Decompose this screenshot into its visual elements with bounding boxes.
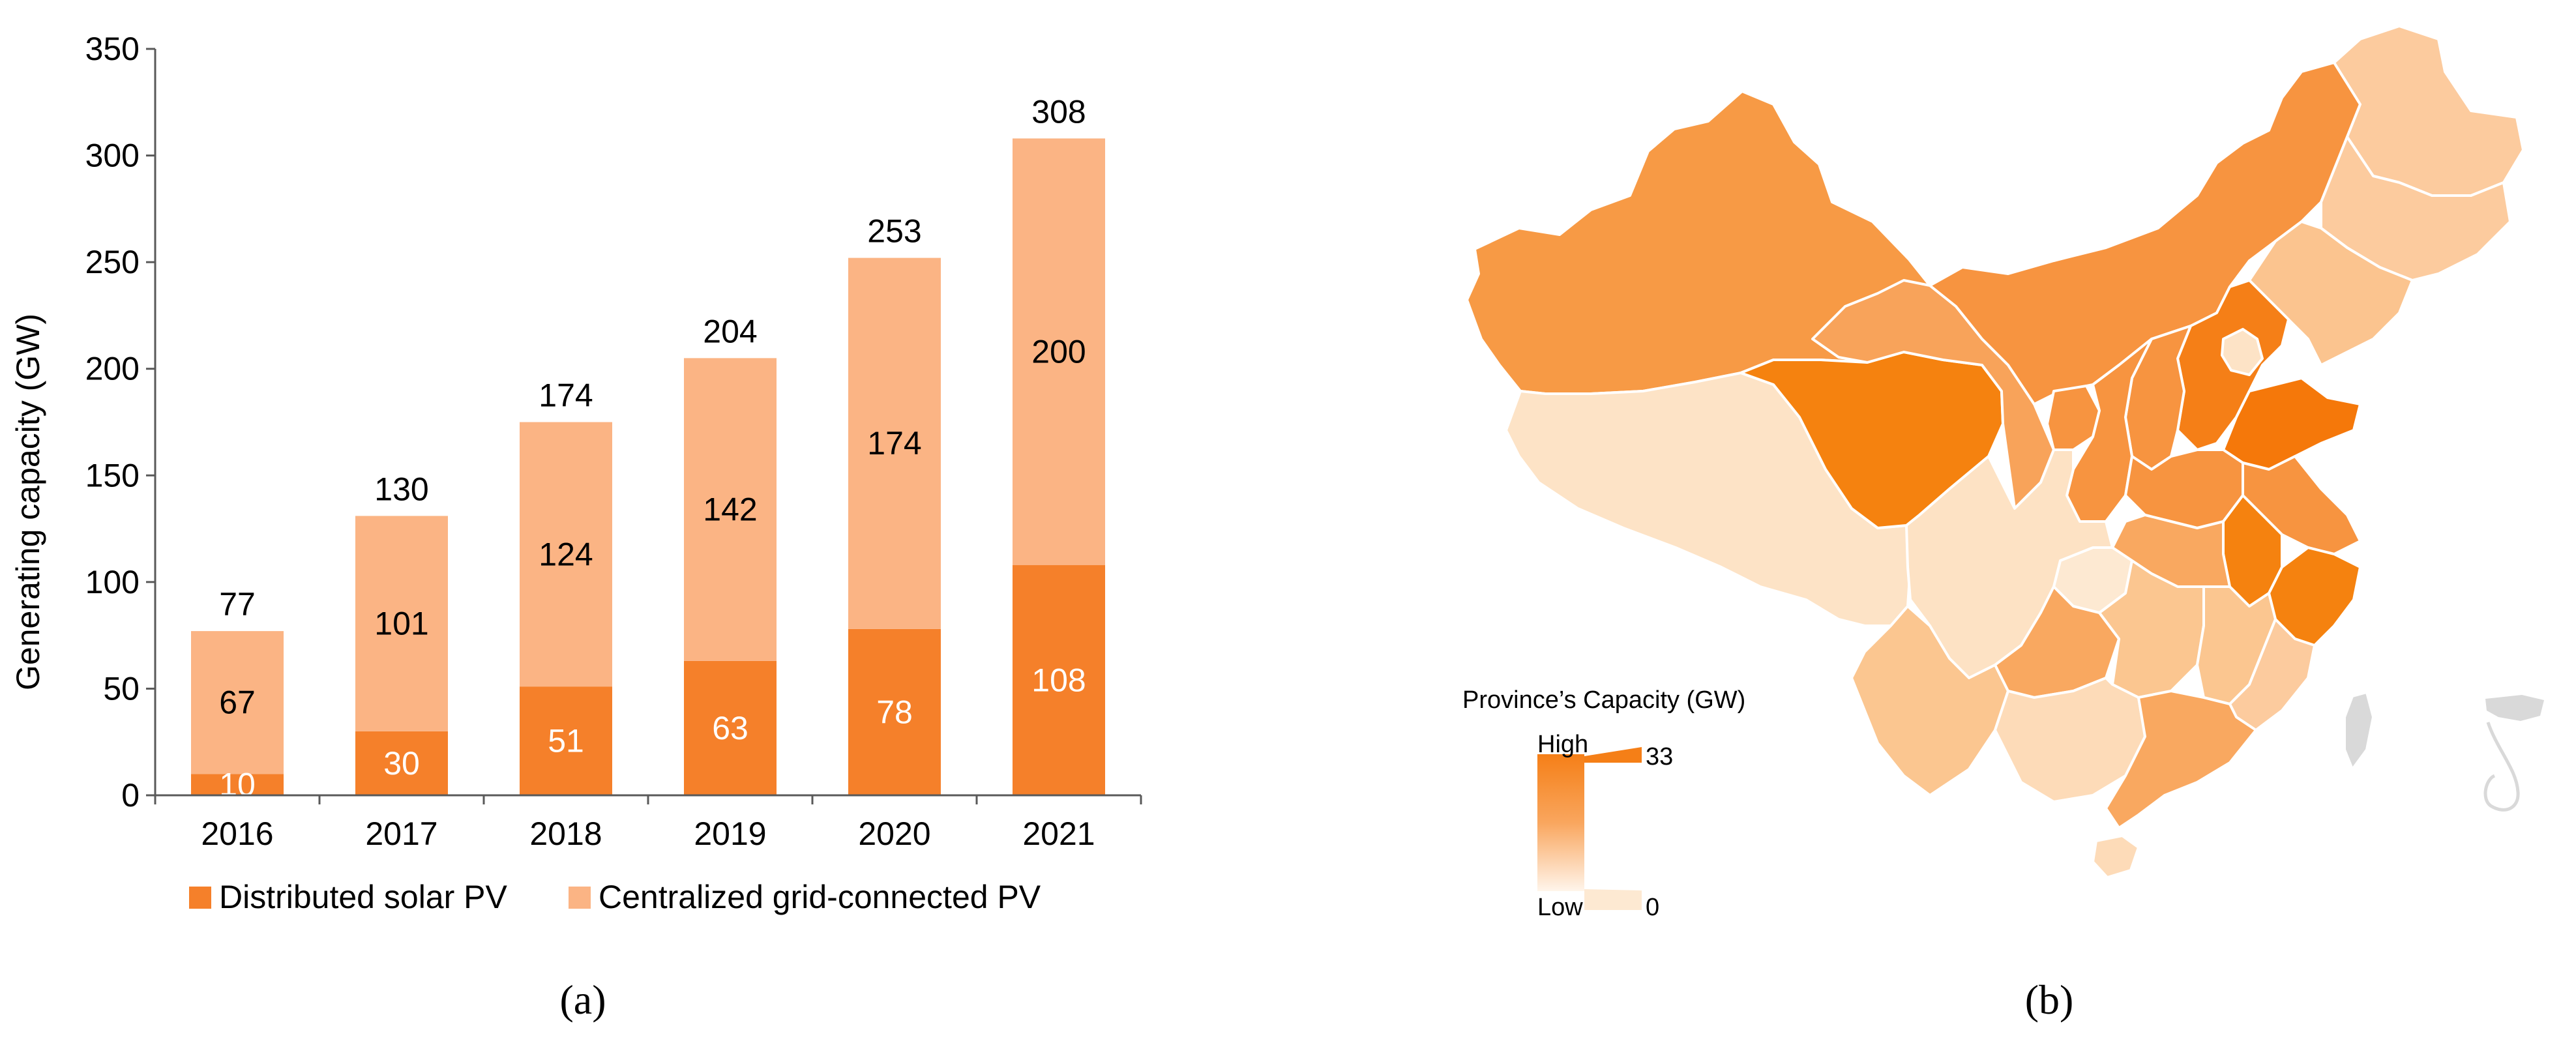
stacked-bar-chart: 10 67 77 30 101 130 51 124 174 63 142 204 78 174 253 10… <box>10 31 1142 1023</box>
bar-distributed <box>848 628 941 795</box>
legend-label-centralized: Centralized grid-connected PV <box>599 879 1041 915</box>
province-beijing-tianjin <box>2221 328 2264 376</box>
bar-centralized <box>355 516 448 731</box>
bar-centralized <box>1013 138 1105 565</box>
province-guangdong <box>2105 690 2257 829</box>
data-label-distributed: 63 <box>712 710 748 746</box>
data-label-centralized: 67 <box>219 684 256 721</box>
data-label-centralized: 142 <box>703 492 757 528</box>
data-label-centralized: 101 <box>374 606 428 642</box>
data-label-distributed: 10 <box>219 767 256 803</box>
y-tick-label: 350 <box>85 31 140 67</box>
data-label-total: 308 <box>1031 93 1086 130</box>
inset-boundary <box>2483 722 2520 812</box>
legend-max-value: 33 <box>1646 743 1673 771</box>
legend-high-label: High <box>1537 731 1588 758</box>
bar-distributed <box>1013 565 1105 795</box>
bar-distributed <box>191 774 284 795</box>
y-tick-label: 100 <box>85 564 140 600</box>
south-china-sea-inset <box>2483 695 2544 812</box>
china-province-capacity-map <box>1466 25 2544 879</box>
data-label-distributed: 108 <box>1031 662 1086 698</box>
data-label-distributed: 78 <box>876 694 913 730</box>
data-label-centralized: 124 <box>539 536 593 572</box>
data-label-total: 204 <box>703 313 757 349</box>
data-label-distributed: 30 <box>383 745 420 782</box>
y-tick-label: 200 <box>85 351 140 387</box>
legend-swatch-centralized <box>569 887 591 909</box>
data-label-distributed: 51 <box>548 723 584 759</box>
bars-layer <box>191 138 1105 795</box>
province-ningxia <box>2046 385 2101 451</box>
data-label-total: 130 <box>374 471 428 507</box>
bar-centralized <box>520 422 612 687</box>
x-tick-label: 2017 <box>365 815 437 852</box>
x-tick-label: 2021 <box>1022 815 1095 852</box>
data-label-centralized: 200 <box>1031 334 1086 370</box>
inset-land <box>2485 695 2544 721</box>
bar-centralized <box>848 257 941 629</box>
legend-label-distributed: Distributed solar PV <box>219 879 507 915</box>
bar-distributed <box>520 686 612 795</box>
legend-low-label: Low <box>1537 894 1583 921</box>
bar-centralized <box>684 358 777 661</box>
bar-centralized <box>191 631 284 774</box>
y-tick-label: 150 <box>85 457 140 493</box>
map-legend: Province’s Capacity (GW) High Low 33 0 <box>1462 686 1745 921</box>
x-tick-label: 2019 <box>694 815 766 852</box>
province-taiwan <box>2343 691 2375 771</box>
legend-min-value: 0 <box>1646 894 1659 921</box>
y-axis: 0 50 100 150 200 250 300 350 <box>85 31 156 814</box>
map-legend-title: Province’s Capacity (GW) <box>1462 686 1745 714</box>
data-labels-layer: 10 67 77 30 101 130 51 124 174 63 142 204 78 174 253 10… <box>219 93 1086 802</box>
legend-color-gradient <box>1537 754 1584 891</box>
x-tick-label: 2016 <box>201 815 273 852</box>
y-axis-label: Generating capacity (GW) <box>10 314 46 690</box>
province-yunnan <box>1850 605 2009 797</box>
y-tick-label: 250 <box>85 244 140 280</box>
data-label-centralized: 174 <box>867 425 921 462</box>
data-label-total: 174 <box>539 377 593 414</box>
y-tick-label: 50 <box>103 670 140 707</box>
bar-distributed <box>684 660 777 795</box>
data-label-total: 77 <box>219 586 256 623</box>
panel-label-b: (b) <box>2025 977 2074 1023</box>
x-axis: 2016 2017 2018 2019 2020 2021 <box>154 794 1142 852</box>
province-hainan <box>2092 834 2140 879</box>
data-label-total: 253 <box>867 213 921 250</box>
y-tick-label: 0 <box>121 777 140 814</box>
legend-low-wedge <box>1584 889 1642 910</box>
x-tick-label: 2020 <box>858 815 930 852</box>
x-tick-label: 2018 <box>529 815 602 852</box>
legend-high-wedge <box>1584 747 1642 763</box>
legend-swatch-distributed <box>189 887 211 909</box>
panel-label-a: (a) <box>559 977 606 1023</box>
province-shaanxi <box>2065 338 2153 523</box>
y-tick-label: 300 <box>85 138 140 174</box>
province-jilin <box>2320 136 2511 282</box>
legend: Distributed solar PV Centralized grid-co… <box>189 879 1041 915</box>
bar-distributed <box>355 731 448 795</box>
